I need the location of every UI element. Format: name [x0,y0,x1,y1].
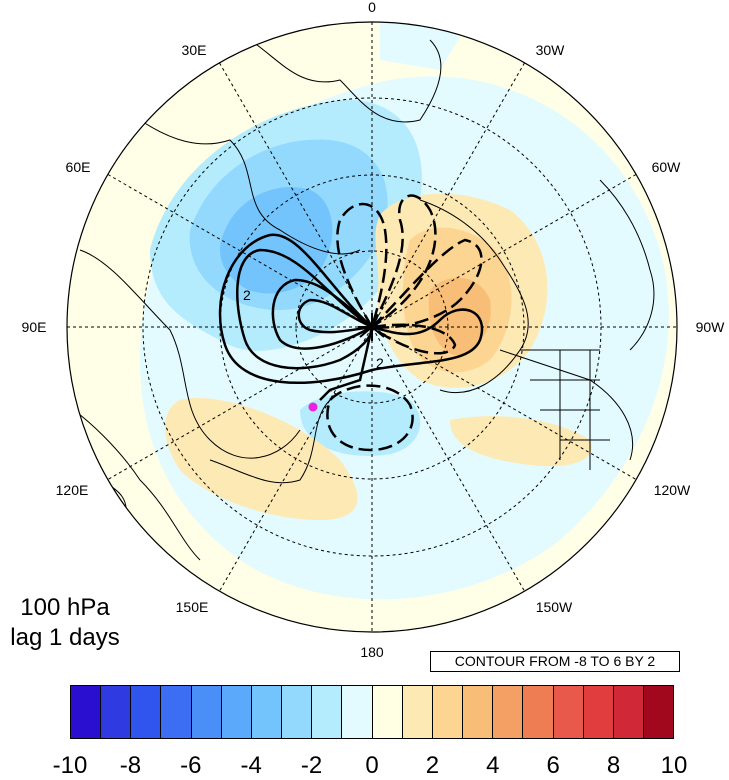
graticule [67,22,677,632]
coastlines [67,39,655,561]
colorbar-tick-label: 10 [660,752,688,779]
lag-label: lag 1 days [10,624,120,651]
contour-value-label: 2 [376,355,384,371]
lon-label-60w: 60W [652,159,682,175]
colorbar-tick-label: 0 [365,752,379,779]
colorbar-box [402,686,433,738]
colorbar-box [131,686,162,738]
shaded-field [67,22,677,632]
colorbar-box [312,686,343,738]
lon-label-120e: 120E [56,482,89,498]
colorbar-box [372,686,403,738]
map-border [66,21,678,633]
contour-info-box: CONTOUR FROM -8 TO 6 BY 2 [430,651,680,672]
colorbar-tick-label: 6 [546,752,560,779]
colorbar-box [553,686,584,738]
lon-label-90w: 90W [696,319,726,335]
lon-label-150e: 150E [176,599,209,615]
colorbar-box [463,686,494,738]
colorbar-box [101,686,132,738]
colorbar-tick-label: 8 [606,752,621,779]
colorbar-box [221,686,252,738]
contour-value-label: 2 [243,287,251,303]
negative-contours [326,194,483,452]
longitude-labels: 0 30W 60W 90W 120W 150W 180 150E 120E 90… [22,0,726,660]
pole-marker [358,313,386,341]
location-marker [308,402,318,412]
colorbar-box [71,686,102,738]
colorbar-box [583,686,614,738]
colorbar-box [342,686,373,738]
colorbar-box [432,686,464,738]
lon-label-60e: 60E [66,159,91,175]
level-label: 100 hPa [20,594,110,621]
colorbar-box [613,686,644,738]
lon-label-90e: 90E [22,319,47,335]
colorbar-tick-label: -6 [180,752,202,779]
colorbar-box [282,686,313,738]
colorbar [70,685,674,739]
colorbar-box [493,686,524,738]
colorbar-box [251,686,283,738]
colorbar-tick-label: 4 [486,752,500,779]
lon-label-30w: 30W [536,42,566,58]
contour-lines [218,233,484,401]
colorbar-tick-label: 2 [425,752,440,779]
colorbar-tick-label: -4 [240,752,262,779]
colorbar-box [643,686,674,738]
colorbar-box [523,686,554,738]
lon-label-150w: 150W [536,599,573,615]
lon-label-30e: 30E [182,42,207,58]
lon-label-120w: 120W [654,482,691,498]
colorbar-tick-label: -2 [300,752,323,779]
colorbar-box [191,686,222,738]
lon-label-180: 180 [360,644,384,660]
lon-label-0: 0 [368,0,376,15]
colorbar-tick-label: -10 [52,752,88,779]
colorbar-box [161,686,192,738]
colorbar-tick-label: -8 [119,752,142,779]
